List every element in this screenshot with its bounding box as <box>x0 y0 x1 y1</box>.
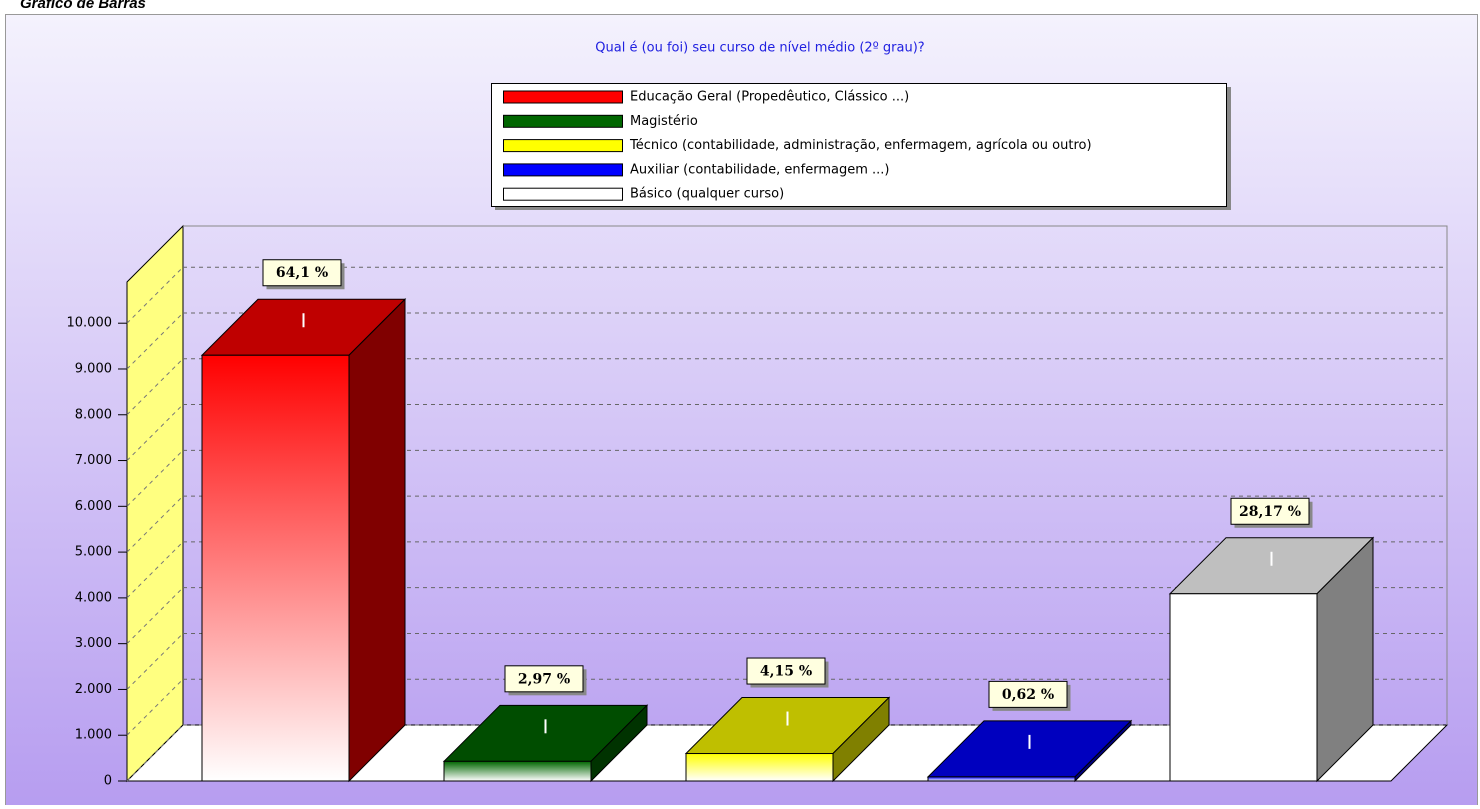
bar <box>201 354 350 782</box>
legend <box>491 83 1227 207</box>
chart-title: Qual é (ou foi) seu curso de nível médio… <box>595 41 924 56</box>
label-box <box>1230 497 1310 525</box>
legend-label: Básico (qualquer curso) <box>630 187 784 202</box>
legend-swatch <box>503 187 623 201</box>
page-title: Gráfico de Barras <box>20 0 146 12</box>
bar <box>685 753 834 782</box>
y-tick-label: 9.000 <box>75 361 112 376</box>
grid-line <box>126 358 184 416</box>
label-box <box>262 259 342 287</box>
label-box <box>988 680 1068 708</box>
legend-label: Auxiliar (contabilidade, enfermagem ...) <box>630 162 889 177</box>
grid-line <box>126 633 184 690</box>
y-tick-label: 8.000 <box>75 407 112 422</box>
value-label: 0,62 % <box>1002 687 1054 703</box>
bar <box>1169 593 1318 782</box>
grid-line <box>126 541 184 599</box>
value-label: 64,1 % <box>276 265 328 281</box>
y-tick-label: 0 <box>104 774 112 789</box>
y-tick-label: 2.000 <box>75 682 112 697</box>
grid-line <box>126 678 184 736</box>
grid-line <box>126 404 184 461</box>
grid-line <box>126 449 184 507</box>
bar <box>443 760 592 782</box>
grid-line <box>126 266 184 324</box>
y-tick-label: 10.000 <box>67 316 113 331</box>
y-tick-label: 5.000 <box>75 545 112 560</box>
legend-swatch <box>503 90 623 104</box>
left-wall <box>126 224 184 783</box>
legend-label: Educação Geral (Propedêutico, Clássico .… <box>630 90 909 105</box>
bar-side <box>348 298 406 783</box>
y-tick-label: 3.000 <box>75 636 112 651</box>
legend-label: Magistério <box>630 114 698 129</box>
y-tick-label: 6.000 <box>75 499 112 514</box>
back-wall-edge <box>183 225 1448 725</box>
legend-swatch <box>503 114 623 128</box>
value-label: 28,17 % <box>1239 504 1301 520</box>
legend-swatch <box>503 139 623 153</box>
value-label: 2,97 % <box>518 671 570 687</box>
grid-line <box>126 312 184 370</box>
bar <box>927 776 1076 782</box>
y-tick-label: 4.000 <box>75 590 112 605</box>
value-label: 4,15 % <box>760 664 812 680</box>
legend-swatch <box>503 163 623 177</box>
grid-line <box>126 724 184 782</box>
y-tick-label: 7.000 <box>75 453 112 468</box>
grid-line <box>126 587 184 645</box>
y-tick-label: 1.000 <box>75 728 112 743</box>
label-box <box>504 665 584 693</box>
legend-label: Técnico (contabilidade, administração, e… <box>629 138 1092 153</box>
label-box <box>746 657 826 685</box>
grid-line <box>126 495 184 553</box>
